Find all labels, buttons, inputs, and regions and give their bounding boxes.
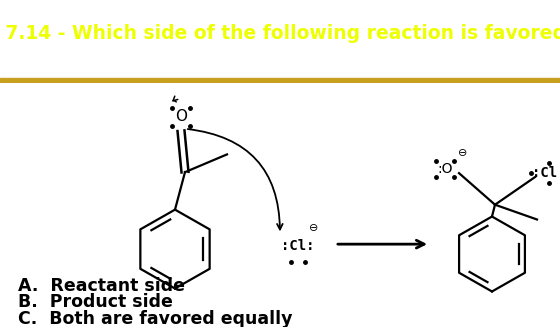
Text: ⊖: ⊖ xyxy=(458,148,468,158)
Text: O: O xyxy=(175,110,187,124)
Text: :Cl:: :Cl: xyxy=(281,239,315,253)
Text: A.  Reactant side: A. Reactant side xyxy=(18,277,185,295)
Text: C.  Both are favored equally: C. Both are favored equally xyxy=(18,310,292,327)
Text: Q 7.14 - Which side of the following reaction is favored?: Q 7.14 - Which side of the following rea… xyxy=(0,24,560,43)
Text: ⊖: ⊖ xyxy=(309,223,319,233)
Text: B.  Product side: B. Product side xyxy=(18,293,173,311)
Text: :O: :O xyxy=(437,162,452,176)
Bar xyxy=(0,77,560,83)
Text: :Cl:: :Cl: xyxy=(532,166,560,180)
